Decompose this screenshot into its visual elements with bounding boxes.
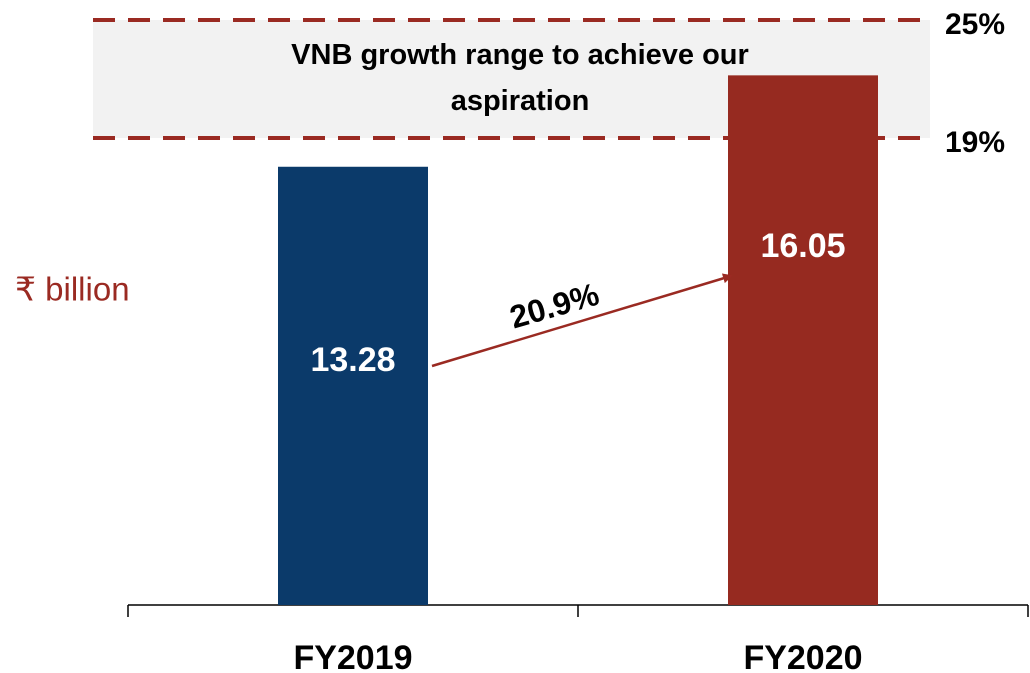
x-tick-label: FY2020 bbox=[743, 639, 862, 673]
bar bbox=[278, 166, 428, 605]
bar bbox=[728, 75, 878, 606]
bar-value-label: 16.05 bbox=[760, 227, 845, 265]
growth-label: 20.9% bbox=[506, 276, 603, 336]
growth-arrow bbox=[431, 273, 733, 368]
range-bound-label: 19% bbox=[945, 126, 1005, 159]
bar-value-label: 13.28 bbox=[310, 341, 395, 379]
range-bound-label: 25% bbox=[945, 8, 1005, 41]
range-label: VNB growth range to achieve our aspirati… bbox=[291, 39, 749, 117]
y-axis-label: ₹ billion bbox=[15, 271, 130, 308]
x-tick-label: FY2019 bbox=[293, 639, 412, 673]
